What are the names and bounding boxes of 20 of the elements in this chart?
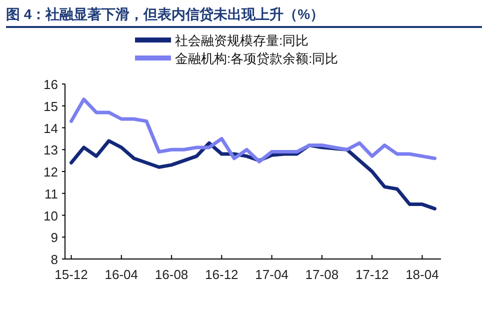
x-tick-label: 15-12: [54, 267, 88, 282]
x-tick-label: 17-12: [355, 267, 389, 282]
y-tick-label: 11: [44, 186, 58, 202]
x-tick-label: 18-04: [406, 267, 439, 282]
y-tick-label: 8: [50, 252, 58, 267]
y-tick-label: 15: [44, 98, 58, 114]
x-tick-label: 16-04: [104, 267, 138, 282]
y-tick-label: 12: [44, 164, 58, 180]
x-tick-label: 17-04: [255, 267, 288, 282]
y-tick-label: 13: [44, 142, 58, 158]
x-tick-label: 16-12: [205, 267, 238, 282]
chart-title: 图 4：社融显著下滑，但表内信贷未出现上升（%）: [6, 6, 324, 22]
y-tick-label: 14: [44, 120, 58, 136]
x-tick-label: 17-08: [305, 267, 339, 282]
x-tick-label: 16-08: [154, 267, 188, 282]
y-tick-label: 9: [50, 230, 58, 246]
y-tick-label: 16: [44, 77, 58, 92]
y-tick-label: 10: [44, 208, 58, 224]
legend-label: 社会融资规模存量:同比: [175, 33, 309, 48]
legend-label: 金融机构:各项贷款余额:同比: [175, 51, 338, 66]
